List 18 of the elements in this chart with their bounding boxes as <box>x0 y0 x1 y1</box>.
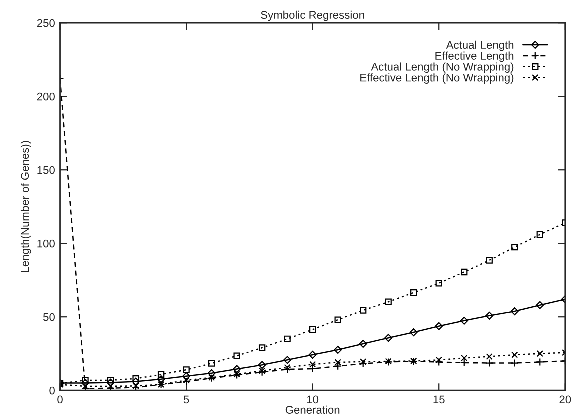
x-tick-label: 20 <box>560 396 572 404</box>
y-tick-label: 100 <box>38 240 55 248</box>
legend-label: Effective Length <box>436 52 514 62</box>
chart-title: Symbolic Regression <box>261 10 364 22</box>
y-tick-label: 50 <box>43 313 55 322</box>
y-tick-label: 150 <box>38 166 55 174</box>
x-tick-label: 0 <box>58 396 63 404</box>
x-tick-label: 5 <box>184 396 190 404</box>
y-tick-label: 200 <box>37 92 55 101</box>
y-tick-label: 250 <box>37 19 55 28</box>
x-tick-label: 15 <box>434 396 445 404</box>
x-axis-title: Generation <box>286 406 340 414</box>
legend-label: Actual Length (No Wrapping) <box>371 62 514 74</box>
x-tick-label: 10 <box>308 396 319 404</box>
y-axis-title: Length(Number of Genes)) <box>20 141 32 272</box>
legend-label: Actual Length <box>446 40 514 52</box>
y-tick-label: 0 <box>50 386 55 395</box>
legend-label: Effective Length (No Wrapping) <box>360 74 514 84</box>
